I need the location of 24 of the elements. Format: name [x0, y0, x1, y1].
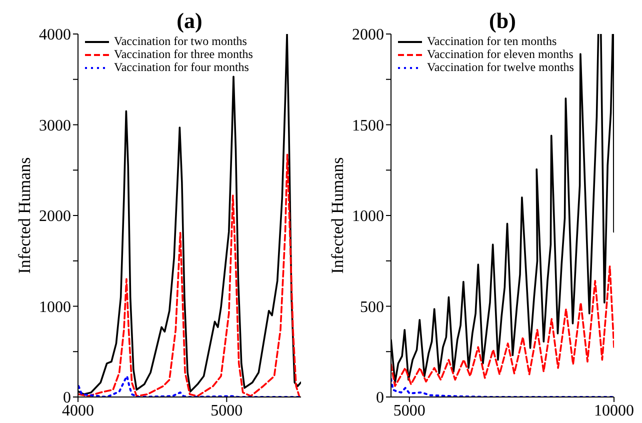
y-tick-label: 4000 [39, 26, 71, 44]
y-axis-title: Infected Humans [15, 157, 34, 274]
y-tick-label: 500 [360, 298, 384, 316]
chart-title: (b) [489, 8, 516, 33]
y-tick-label: 1000 [39, 298, 71, 316]
legend-label: Vaccination for two months [114, 34, 247, 48]
legend-label: Vaccination for three months [114, 47, 253, 61]
legend-label: Vaccination for four months [114, 60, 249, 74]
y-tick-label: 0 [376, 390, 384, 407]
y-axis-title: Infected Humans [328, 157, 348, 274]
line-series [391, 265, 614, 388]
x-tick-label: 5000 [210, 402, 243, 420]
legend-label: Vaccination for twelve months [427, 60, 574, 74]
y-tick-label: 2000 [39, 208, 71, 226]
y-tick-label: 1000 [352, 208, 384, 226]
legend-label: Vaccination for eleven months [427, 47, 574, 61]
chart-title: (a) [176, 8, 202, 33]
y-tick-label: 3000 [39, 117, 71, 134]
y-tick-label: 1500 [352, 117, 384, 134]
legend-label: Vaccination for ten months [427, 34, 557, 48]
x-tick-label: 10000 [594, 402, 634, 420]
x-tick-label: 5000 [393, 402, 426, 420]
x-tick-label: 4000 [62, 402, 94, 420]
y-tick-label: 2000 [352, 26, 384, 44]
